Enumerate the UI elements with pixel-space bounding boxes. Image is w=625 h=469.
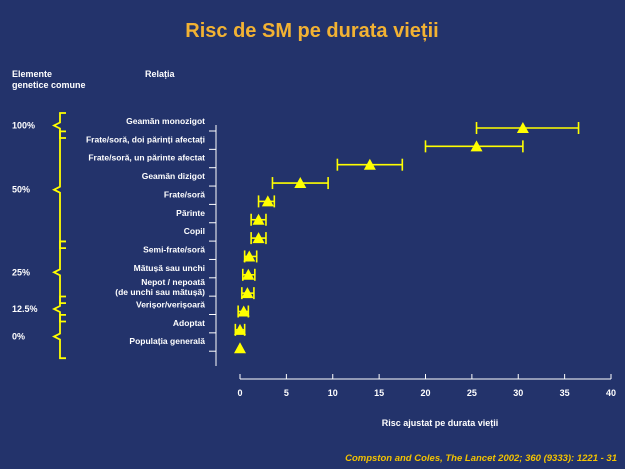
data-point [234, 342, 246, 354]
x-tick-label: 20 [420, 388, 430, 398]
category-labels: Geamăn monozigot Frate/soră, doi părinți … [86, 116, 205, 346]
category-label: Copil [184, 226, 205, 236]
data-point [252, 213, 265, 225]
share-bracket [51, 130, 66, 249]
category-label: Părinte [176, 208, 205, 218]
x-tick-label: 10 [328, 388, 338, 398]
data-point [242, 268, 255, 280]
category-label: Nepot / nepoată (de unchi sau mătușă) [115, 277, 205, 297]
share-label: 0% [12, 332, 25, 342]
data-point [470, 140, 483, 152]
data-point [243, 250, 256, 262]
axes: 0 5 10 15 20 25 30 35 40 [209, 125, 616, 398]
x-tick-label: 30 [513, 388, 523, 398]
data-point [363, 158, 376, 170]
category-label: Adoptat [173, 318, 205, 328]
data-point [241, 287, 254, 299]
share-label: 25% [12, 267, 30, 277]
elements-header-line1: Elemente [12, 69, 52, 79]
data-point [237, 305, 250, 317]
share-brackets: 100% 50% 25% 12.5% 0% [12, 112, 66, 360]
data-point [294, 177, 307, 189]
category-label: Frate/soră, un părinte afectat [88, 153, 205, 163]
x-tick-label: 40 [606, 388, 616, 398]
share-label: 12.5% [12, 304, 38, 314]
category-label: Populația generală [129, 336, 205, 346]
elements-header-line2: genetice comune [12, 80, 86, 90]
data-point [234, 323, 246, 335]
share-bracket [51, 240, 66, 305]
data-marks [234, 122, 580, 354]
data-point [516, 122, 529, 133]
share-label: 50% [12, 185, 30, 195]
category-label: Geamăn monozigot [126, 116, 205, 126]
x-tick-label: 0 [237, 388, 242, 398]
category-label: Verișor/verișoară [136, 300, 205, 310]
share-bracket [51, 313, 66, 360]
share-label: 100% [12, 121, 35, 131]
category-label: Mătușă sau unchi [134, 263, 205, 273]
category-label: Frate/soră, doi părinți afectați [86, 134, 205, 144]
category-label: Frate/soră [164, 189, 205, 199]
data-point [261, 195, 274, 207]
category-label: Geamăn dizigot [142, 171, 205, 181]
x-tick-label: 15 [374, 388, 384, 398]
x-tick-label: 25 [467, 388, 477, 398]
category-label: Semi-frate/soră [143, 244, 205, 254]
data-point [252, 232, 265, 244]
x-tick-label: 35 [560, 388, 570, 398]
citation: Compston and Coles, The Lancet 2002; 360… [345, 453, 617, 464]
relation-header: Relația [145, 69, 176, 79]
x-tick-label: 5 [284, 388, 289, 398]
x-axis-label: Risc ajustat pe durata vieții [382, 418, 499, 428]
chart-title: Risc de SM pe durata vieții [185, 20, 438, 42]
